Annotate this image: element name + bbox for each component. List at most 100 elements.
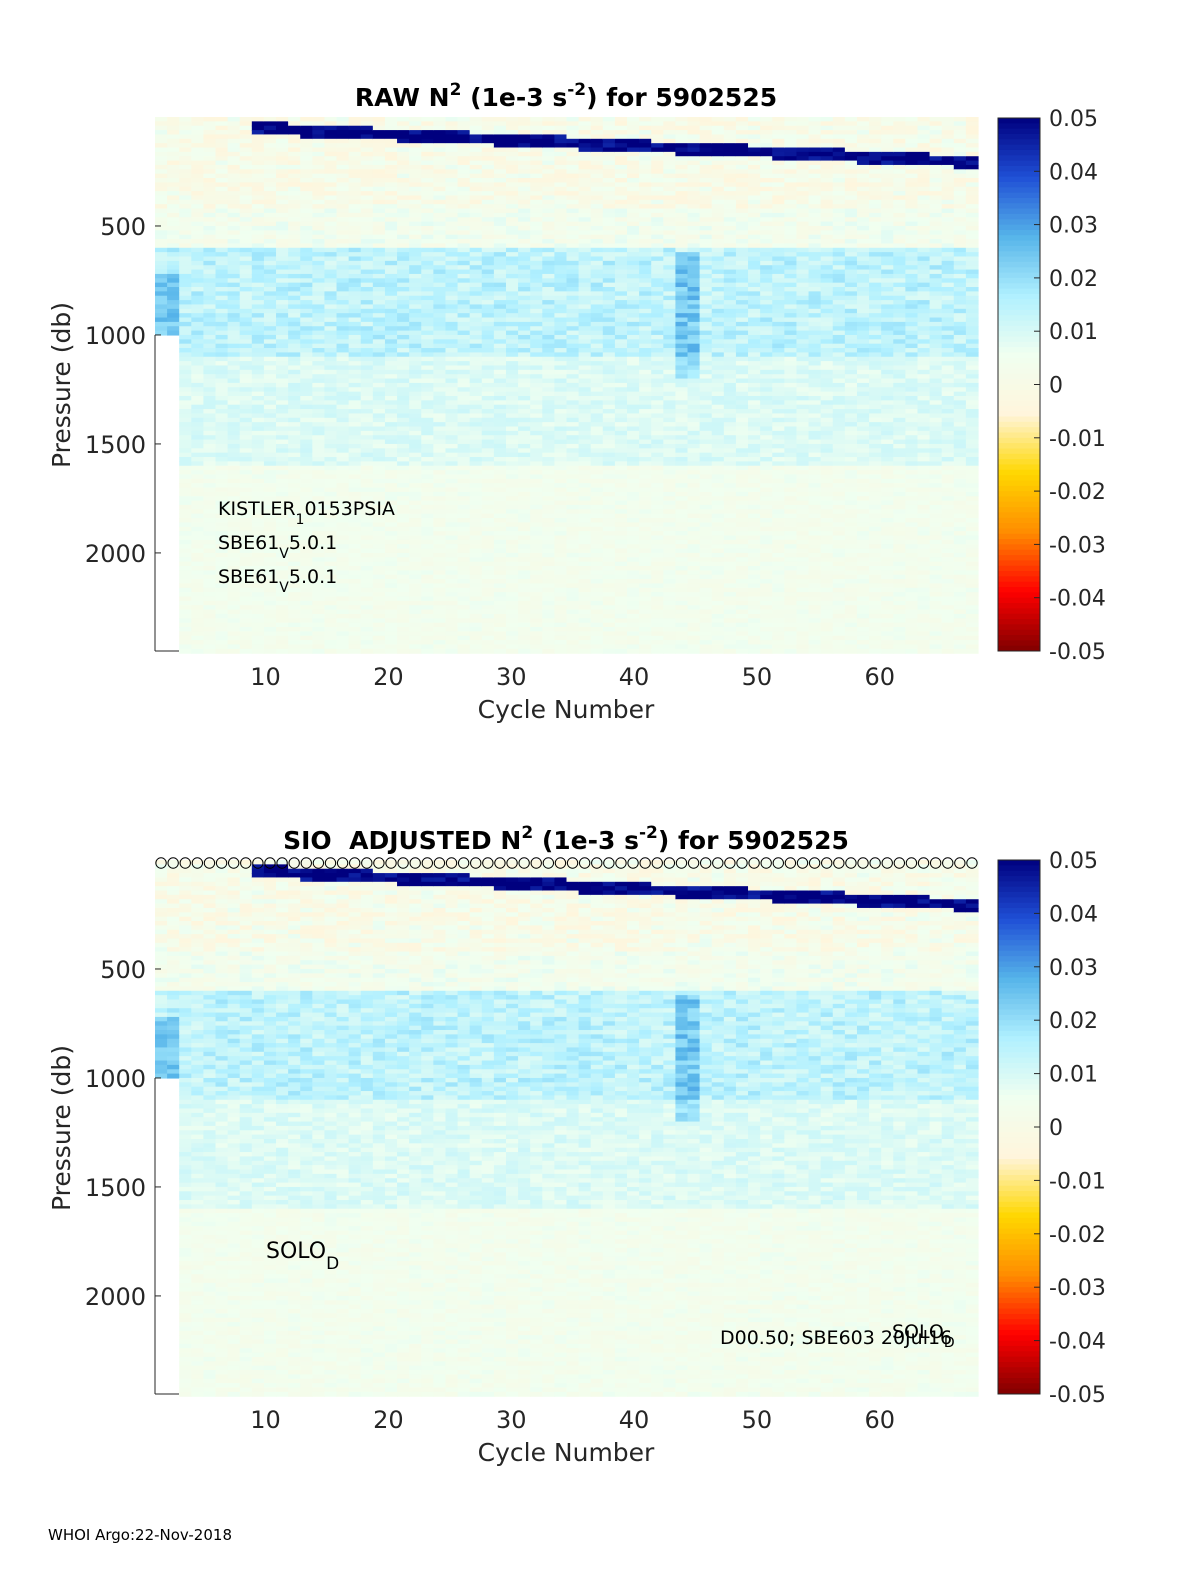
heatmap-cell <box>336 395 350 401</box>
heatmap-cell <box>348 208 362 214</box>
heatmap-cell <box>372 256 386 262</box>
heatmap-cell <box>433 605 447 611</box>
heatmap-cell <box>530 356 543 362</box>
heatmap-cell <box>433 631 447 637</box>
heatmap-cell <box>566 413 580 419</box>
heatmap-cell <box>542 535 555 541</box>
heatmap-cell <box>397 439 410 445</box>
heatmap-cell <box>179 461 192 467</box>
heatmap-cell <box>397 252 410 258</box>
heatmap-cell <box>639 382 652 388</box>
heatmap-cell <box>251 186 265 192</box>
heatmap-cell <box>409 627 422 632</box>
heatmap-cell <box>469 282 483 288</box>
heatmap-cell <box>263 457 277 462</box>
heatmap-cell <box>457 247 471 253</box>
heatmap-cell <box>191 461 205 467</box>
heatmap-cell <box>639 426 652 432</box>
heatmap-cell <box>384 452 398 458</box>
heatmap-cell <box>336 465 350 471</box>
heatmap-cell <box>639 317 652 323</box>
heatmap-cell <box>239 587 253 593</box>
heatmap-cell <box>276 417 289 423</box>
heatmap-cell <box>554 291 568 297</box>
heatmap-cell <box>457 618 471 624</box>
heatmap-cell <box>155 138 168 144</box>
heatmap-cell <box>324 443 338 449</box>
heatmap-cell <box>614 330 628 336</box>
heatmap-cell <box>384 130 398 136</box>
heatmap-cell <box>215 365 229 371</box>
heatmap-cell <box>542 374 555 380</box>
heatmap-cell <box>348 430 362 436</box>
heatmap-cell <box>409 278 422 284</box>
heatmap-cell <box>518 212 531 218</box>
heatmap-cell <box>203 173 217 179</box>
heatmap-cell <box>276 535 289 541</box>
heatmap-cell <box>251 313 265 319</box>
heatmap-cell <box>578 199 592 205</box>
heatmap-cell <box>215 195 229 201</box>
heatmap-cell <box>276 618 289 624</box>
heatmap-cell <box>614 622 628 628</box>
heatmap-cell <box>300 448 313 454</box>
heatmap-cell <box>191 426 205 432</box>
heatmap-cell <box>300 334 313 340</box>
heatmap-cell <box>312 605 326 611</box>
heatmap-cell <box>590 592 604 598</box>
heatmap-cell <box>312 221 326 227</box>
heatmap-cell <box>372 348 386 353</box>
heatmap-cell <box>530 465 543 471</box>
heatmap-cell <box>421 452 434 458</box>
heatmap-cell <box>372 369 386 375</box>
heatmap-cell <box>227 160 241 166</box>
heatmap-cell <box>336 378 350 384</box>
heatmap-cell <box>627 448 640 454</box>
heatmap-cell <box>627 186 640 192</box>
heatmap-cell <box>590 125 604 131</box>
heatmap-cell <box>372 374 386 380</box>
heatmap-cell <box>639 343 652 349</box>
heatmap-cell <box>542 513 555 519</box>
heatmap-cell <box>469 252 483 258</box>
heatmap-cell <box>312 496 326 502</box>
heatmap-cell <box>469 169 483 175</box>
heatmap-cell <box>445 627 459 632</box>
heatmap-cell <box>578 574 592 580</box>
heatmap-cell <box>300 627 313 632</box>
heatmap-cell <box>627 326 640 332</box>
heatmap-cell <box>372 535 386 541</box>
heatmap-cell <box>288 535 301 541</box>
heatmap-cell <box>324 518 338 523</box>
heatmap-cell <box>312 574 326 580</box>
heatmap-cell <box>384 160 398 166</box>
heatmap-cell <box>409 186 422 192</box>
heatmap-cell <box>469 539 483 545</box>
heatmap-cell <box>554 130 568 136</box>
heatmap-cell <box>590 583 604 589</box>
heatmap-cell <box>251 291 265 297</box>
heatmap-cell <box>530 622 543 628</box>
heatmap-cell <box>239 491 253 497</box>
heatmap-cell <box>566 566 580 571</box>
heatmap-cell <box>300 230 313 236</box>
heatmap-cell <box>312 173 326 179</box>
heatmap-cell <box>397 374 410 380</box>
heatmap-cell <box>300 500 313 506</box>
heatmap-cell <box>445 130 459 136</box>
heatmap-cell <box>505 247 519 253</box>
heatmap-cell <box>578 613 592 619</box>
heatmap-cell <box>542 195 555 201</box>
heatmap-cell <box>203 369 217 375</box>
heatmap-cell <box>288 382 301 388</box>
heatmap-cell <box>336 273 350 279</box>
heatmap-cell <box>251 648 265 654</box>
heatmap-cell <box>251 522 265 528</box>
heatmap-cell <box>348 382 362 388</box>
heatmap-cell <box>445 247 459 253</box>
heatmap-cell <box>530 230 543 236</box>
heatmap-cell <box>566 474 580 480</box>
heatmap-cell <box>481 483 495 489</box>
heatmap-cell <box>312 457 326 462</box>
heatmap-cell <box>614 618 628 624</box>
